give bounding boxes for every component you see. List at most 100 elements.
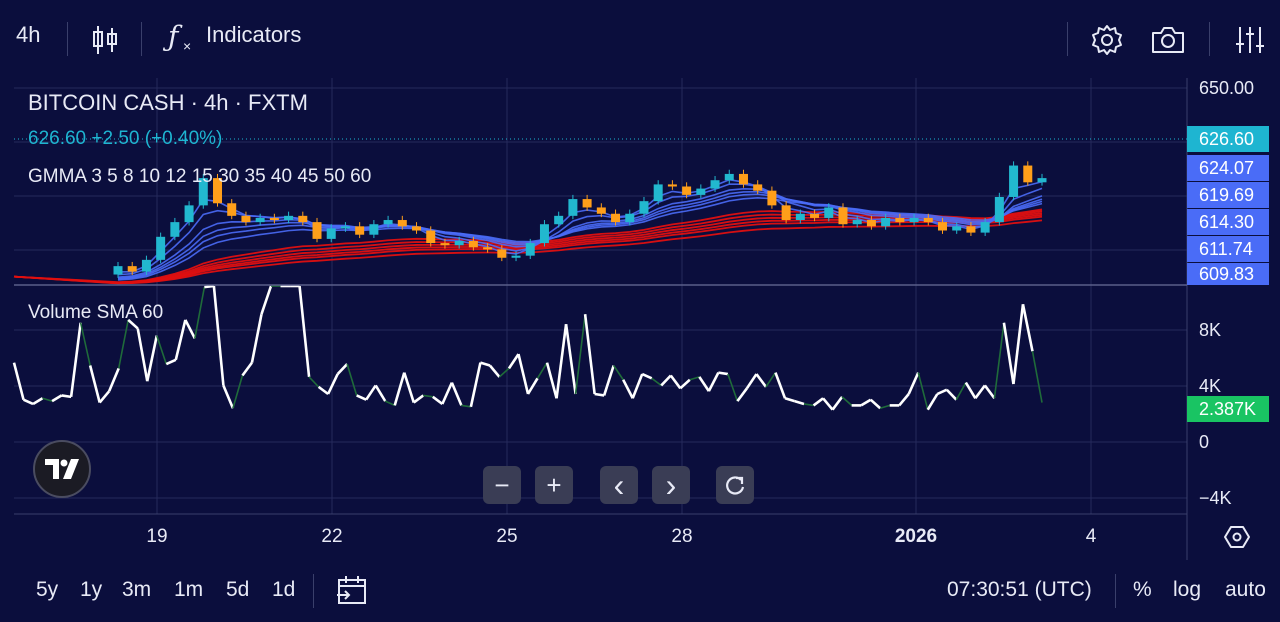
gmma-indicator-label[interactable]: GMMA 3 5 8 10 12 15 30 35 40 45 50 60 (28, 166, 372, 187)
indicators-label: Indicators (206, 22, 302, 47)
fx-icon-subscript: × (183, 38, 192, 54)
candle (852, 220, 862, 225)
candle (810, 213, 820, 218)
candle (582, 199, 592, 208)
volume-sma-segment (594, 392, 605, 397)
candle (1009, 165, 1019, 197)
volume-sma-segment (356, 394, 367, 401)
gmma-short-ema-10 (117, 190, 1043, 280)
volume-sma-segment (860, 398, 872, 407)
candle (667, 184, 677, 187)
candle (213, 178, 223, 204)
candle (426, 230, 436, 244)
volume-sma-segment (498, 367, 510, 378)
volume-sma-segment (32, 397, 44, 406)
volume-sma-segment (993, 322, 1005, 399)
log-scale-toggle[interactable]: log (1173, 578, 1202, 601)
price-chart-canvas[interactable] (0, 0, 1280, 560)
candle (198, 178, 208, 206)
candle (141, 259, 151, 272)
volume-sma-series (12, 284, 1043, 411)
percent-scale-toggle[interactable]: % (1133, 578, 1152, 601)
candle (340, 226, 350, 229)
volume-sma-segment (423, 394, 433, 398)
volume-sma-segment (1002, 322, 1015, 385)
volume-sma-segment (879, 404, 890, 410)
candle (170, 222, 180, 237)
candle (412, 226, 422, 231)
volume-sma-segment (983, 384, 996, 400)
volume-sma-segment (812, 397, 824, 407)
settings-gear-icon[interactable] (1087, 20, 1127, 60)
range-5y-button[interactable]: 5y (36, 578, 59, 601)
chart-type-candles-icon[interactable] (85, 20, 125, 60)
volume-sma-segment (156, 335, 168, 365)
volume-sma-segment (583, 314, 596, 395)
range-5d-button[interactable]: 5d (226, 578, 250, 601)
candle (596, 207, 606, 214)
candle (383, 220, 393, 225)
candle (468, 240, 478, 248)
volume-sma-segment (526, 377, 539, 395)
interval-selector[interactable]: 4h (16, 22, 41, 47)
time-axis-label: 22 (321, 526, 343, 547)
volume-sma-segment (917, 372, 929, 410)
volume-sma-segment (488, 364, 501, 378)
volume-sma-segment (945, 388, 958, 401)
zoom-out-button[interactable]: − (483, 466, 521, 504)
volume-indicator-label[interactable]: Volume SMA 60 (28, 302, 164, 323)
candle (298, 215, 308, 223)
divider (313, 574, 314, 608)
volume-sma-segment (736, 387, 748, 402)
volume-sma-segment (212, 285, 225, 386)
candle (696, 188, 706, 195)
volume-sma-segment (1031, 351, 1043, 403)
auto-scale-toggle[interactable]: auto (1225, 578, 1266, 601)
axis-settings-hexagon-icon[interactable] (1224, 524, 1250, 555)
zoom-in-button[interactable]: + (535, 466, 573, 504)
volume-sma-segment (204, 284, 215, 289)
candle (653, 184, 663, 202)
volume-sma-segment (136, 328, 149, 382)
candle (284, 215, 294, 221)
volume-sma-segment (517, 353, 530, 395)
candle (767, 190, 777, 206)
candle (1037, 178, 1047, 183)
divider (1209, 22, 1210, 56)
reset-icon (726, 476, 745, 495)
volume-sma-segment (707, 372, 720, 392)
go-to-date-calendar-icon[interactable] (336, 574, 368, 611)
volume-sma-segment (317, 385, 329, 396)
candle (113, 266, 123, 275)
clock-timezone[interactable]: 07:30:51 (UTC) (947, 578, 1092, 601)
scroll-left-button[interactable]: ‹ (600, 466, 638, 504)
volume-sma-segment (669, 374, 682, 390)
bottom-toolbar: 5y 1y 3m 1m 5d 1d 07:30:51 (UTC) % log a… (0, 560, 1280, 622)
candle (554, 215, 564, 225)
volume-sma-segment (393, 372, 406, 406)
candle (710, 180, 720, 189)
volume-sma-segment (536, 362, 548, 379)
range-3m-button[interactable]: 3m (122, 578, 152, 601)
range-1d-button[interactable]: 1d (272, 578, 296, 601)
volume-sma-segment (145, 335, 159, 382)
range-1y-button[interactable]: 1y (80, 578, 103, 601)
range-1m-button[interactable]: 1m (174, 578, 204, 601)
volume-sma-segment (450, 382, 463, 406)
reset-chart-button[interactable] (716, 466, 754, 504)
volume-sma-segment (298, 285, 311, 378)
scroll-right-button[interactable]: › (652, 466, 690, 504)
candle (156, 236, 166, 260)
volume-sma-segment (12, 362, 25, 401)
volume-sma-segment (907, 372, 920, 395)
tradingview-logo[interactable] (33, 440, 91, 498)
volume-sma-segment (22, 398, 34, 406)
volume-sma-segment (222, 384, 235, 409)
chart-properties-sliders-icon[interactable] (1230, 20, 1270, 60)
volume-sma-segment (174, 319, 187, 361)
volume-sma-segment (974, 384, 986, 400)
gmma-short-ema-8 (117, 187, 1043, 278)
candle (227, 203, 237, 216)
camera-snapshot-icon[interactable] (1148, 20, 1188, 60)
volume-sma-segment (955, 382, 967, 401)
